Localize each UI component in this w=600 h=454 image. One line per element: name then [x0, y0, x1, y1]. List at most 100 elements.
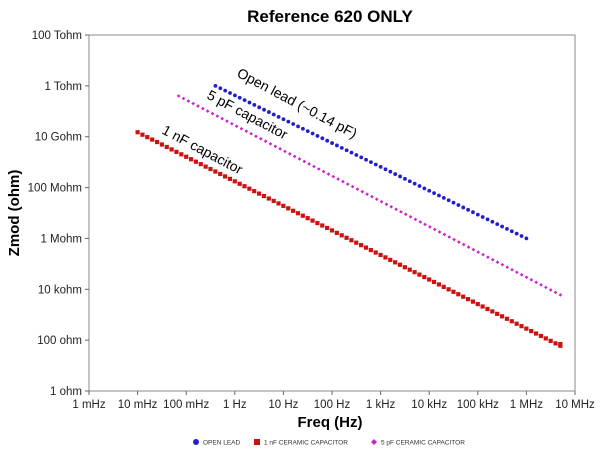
- data-point: [257, 105, 262, 110]
- data-point: [403, 176, 407, 181]
- data-point: [321, 169, 326, 174]
- data-point: [413, 217, 418, 222]
- data-point: [263, 139, 268, 144]
- y-axis: 1 ohm 100 ohm 10 kohm 1 Mohm 100 Mohm 10 Gohm…: [28, 30, 89, 398]
- data-point: [186, 99, 191, 103]
- y-tick-label: 100 Tohm: [32, 30, 82, 42]
- data-point: [341, 179, 345, 184]
- data-point: [504, 316, 510, 321]
- data-point: [310, 131, 315, 136]
- data-point: [145, 135, 150, 140]
- data-point: [336, 177, 340, 181]
- data-point: [509, 319, 514, 324]
- data-point: [417, 272, 422, 277]
- data-point: [378, 165, 383, 169]
- data-point: [276, 201, 281, 206]
- data-point: [553, 341, 558, 346]
- y-tick-label: 1 ohm: [50, 386, 82, 398]
- data-point: [446, 287, 451, 292]
- data-point: [495, 260, 500, 264]
- data-point: [490, 309, 495, 314]
- data-point: [326, 172, 331, 176]
- data-point: [281, 203, 286, 208]
- data-point: [432, 191, 436, 196]
- data-point: [191, 101, 195, 106]
- series-0: [213, 83, 529, 241]
- data-point: [408, 215, 413, 219]
- data-point: [150, 137, 155, 142]
- data-point: [519, 272, 524, 277]
- data-point: [335, 143, 339, 148]
- data-point: [393, 260, 398, 265]
- data-point: [225, 119, 229, 123]
- data-point: [228, 91, 232, 95]
- x-tick-label: 10 mHz: [118, 399, 158, 411]
- data-point: [305, 129, 310, 134]
- data-point: [505, 226, 509, 231]
- data-point: [553, 290, 558, 295]
- data-point: [431, 279, 437, 285]
- data-point: [486, 255, 490, 259]
- data-point: [344, 235, 349, 240]
- data-point: [451, 200, 456, 205]
- data-point: [196, 104, 200, 108]
- data-point: [524, 275, 529, 280]
- data-point: [300, 213, 305, 218]
- data-point: [397, 262, 403, 267]
- x-axis-label: Freq (Hz): [298, 414, 363, 431]
- data-point: [558, 293, 563, 297]
- data-point: [379, 199, 384, 204]
- data-point: [418, 220, 423, 224]
- data-point: [378, 252, 383, 258]
- y-tick-label: 1 Mohm: [40, 233, 82, 245]
- x-tick-label: 1 Hz: [223, 399, 247, 411]
- data-point: [538, 333, 544, 339]
- data-point: [339, 233, 344, 238]
- x-tick-label: 1 mHz: [72, 399, 105, 411]
- data-point: [407, 267, 412, 272]
- data-point: [291, 122, 296, 126]
- y-tick-label: 100 ohm: [37, 335, 82, 347]
- legend-label-open-lead: OPEN LEAD: [203, 440, 241, 447]
- data-point: [394, 207, 398, 212]
- data-point: [383, 167, 388, 172]
- data-point: [363, 245, 369, 250]
- legend-marker-1nf: [254, 439, 260, 445]
- data-point: [441, 196, 446, 200]
- data-point: [548, 338, 553, 343]
- data-point: [320, 223, 325, 228]
- data-point: [359, 155, 364, 160]
- data-point: [220, 116, 224, 121]
- data-point: [350, 184, 355, 189]
- data-point: [422, 186, 427, 191]
- data-point: [169, 147, 174, 152]
- y-tick-label: 1 Tohm: [44, 81, 82, 93]
- data-point: [476, 250, 481, 254]
- data-point: [544, 285, 548, 290]
- data-point: [237, 95, 242, 100]
- data-point: [480, 215, 485, 219]
- data-point: [505, 265, 510, 270]
- data-point: [247, 100, 252, 105]
- data-point: [218, 86, 223, 91]
- data-point: [412, 181, 417, 186]
- data-point: [262, 107, 266, 112]
- data-point: [529, 328, 534, 334]
- data-point: [461, 242, 466, 247]
- data-point: [407, 179, 412, 184]
- legend-label-5pf: 5 pF CERAMIC CAPACITOR: [381, 440, 465, 447]
- data-point: [533, 331, 539, 336]
- data-point: [331, 174, 336, 179]
- data-point: [539, 283, 543, 287]
- data-point: [480, 304, 485, 309]
- data-point: [452, 237, 456, 242]
- data-point: [403, 212, 408, 217]
- data-point: [261, 193, 267, 199]
- data-point: [254, 134, 258, 139]
- data-point: [456, 292, 461, 297]
- data-point: [490, 257, 495, 262]
- data-point: [339, 145, 344, 150]
- data-point: [373, 162, 378, 167]
- data-point: [320, 136, 325, 141]
- chart-title: Reference 620 ONLY: [247, 7, 413, 26]
